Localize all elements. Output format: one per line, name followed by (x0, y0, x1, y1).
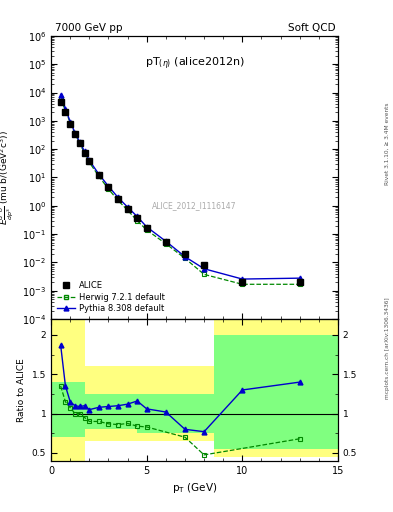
Legend: ALICE, Herwig 7.2.1 default, Pythia 8.308 default: ALICE, Herwig 7.2.1 default, Pythia 8.30… (55, 280, 167, 315)
Y-axis label: $E\frac{d^3\sigma}{dp^3}$ (mu b/(GeV$^2$c$^3$)): $E\frac{d^3\sigma}{dp^3}$ (mu b/(GeV$^2$… (0, 130, 17, 225)
X-axis label: p$_\mathrm{T}$ (GeV): p$_\mathrm{T}$ (GeV) (172, 481, 217, 495)
Y-axis label: Ratio to ALICE: Ratio to ALICE (17, 358, 26, 422)
Text: ALICE_2012_I1116147: ALICE_2012_I1116147 (152, 201, 237, 210)
Text: mcplots.cern.ch [arXiv:1306.3436]: mcplots.cern.ch [arXiv:1306.3436] (385, 297, 389, 399)
Text: Rivet 3.1.10, ≥ 3.4M events: Rivet 3.1.10, ≥ 3.4M events (385, 102, 389, 185)
Text: 7000 GeV pp: 7000 GeV pp (55, 23, 123, 33)
Text: pT$_{(\eta)}$ (alice2012n): pT$_{(\eta)}$ (alice2012n) (145, 56, 244, 72)
Text: Soft QCD: Soft QCD (288, 23, 336, 33)
